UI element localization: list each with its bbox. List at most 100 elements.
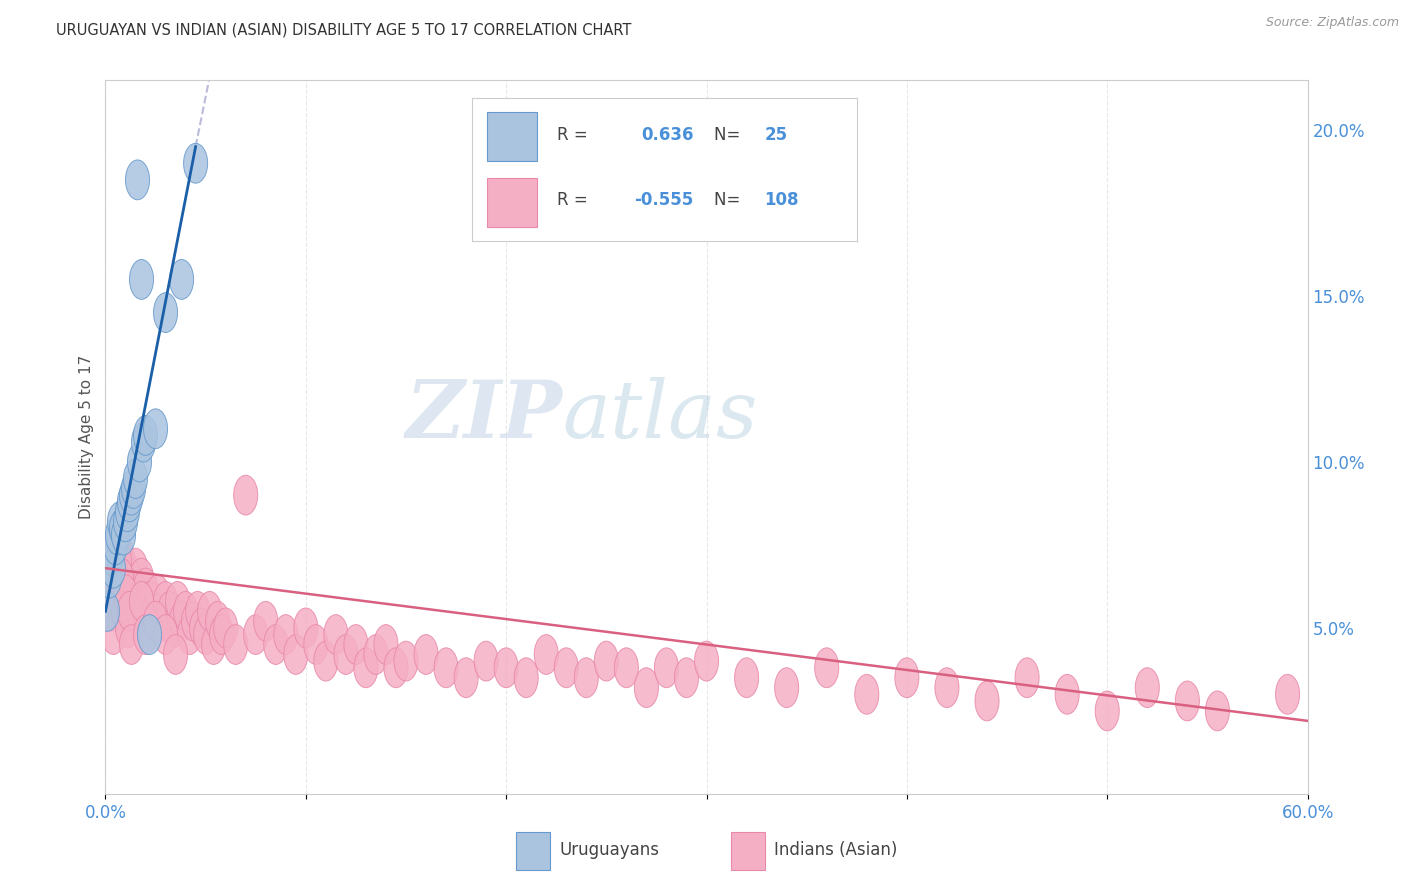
Ellipse shape bbox=[111, 591, 135, 632]
Ellipse shape bbox=[574, 657, 599, 698]
Ellipse shape bbox=[935, 668, 959, 707]
Ellipse shape bbox=[97, 535, 121, 574]
Ellipse shape bbox=[114, 568, 138, 608]
Ellipse shape bbox=[214, 608, 238, 648]
Ellipse shape bbox=[153, 615, 177, 655]
Ellipse shape bbox=[855, 674, 879, 714]
Ellipse shape bbox=[166, 582, 190, 622]
Ellipse shape bbox=[173, 591, 198, 632]
Ellipse shape bbox=[149, 601, 173, 641]
Ellipse shape bbox=[194, 615, 218, 655]
Ellipse shape bbox=[634, 668, 658, 707]
Ellipse shape bbox=[1135, 668, 1160, 707]
Ellipse shape bbox=[734, 657, 759, 698]
Ellipse shape bbox=[143, 601, 167, 641]
Ellipse shape bbox=[129, 260, 153, 300]
Ellipse shape bbox=[124, 549, 148, 588]
Ellipse shape bbox=[105, 525, 129, 565]
Ellipse shape bbox=[114, 502, 138, 541]
Ellipse shape bbox=[114, 574, 138, 615]
Ellipse shape bbox=[110, 508, 134, 549]
Ellipse shape bbox=[96, 591, 120, 632]
Ellipse shape bbox=[354, 648, 378, 688]
Ellipse shape bbox=[190, 608, 214, 648]
Ellipse shape bbox=[120, 475, 143, 515]
Ellipse shape bbox=[129, 558, 153, 598]
Ellipse shape bbox=[101, 615, 125, 655]
Ellipse shape bbox=[243, 615, 267, 655]
Ellipse shape bbox=[157, 591, 181, 632]
Ellipse shape bbox=[107, 549, 132, 588]
Ellipse shape bbox=[110, 558, 134, 598]
Ellipse shape bbox=[138, 615, 162, 655]
Text: URUGUAYAN VS INDIAN (ASIAN) DISABILITY AGE 5 TO 17 CORRELATION CHART: URUGUAYAN VS INDIAN (ASIAN) DISABILITY A… bbox=[56, 22, 631, 37]
Ellipse shape bbox=[595, 641, 619, 681]
Ellipse shape bbox=[132, 422, 156, 462]
Ellipse shape bbox=[111, 515, 135, 555]
Ellipse shape bbox=[284, 634, 308, 674]
Ellipse shape bbox=[162, 608, 186, 648]
Ellipse shape bbox=[170, 260, 194, 300]
Ellipse shape bbox=[333, 634, 359, 674]
Ellipse shape bbox=[654, 648, 679, 688]
Ellipse shape bbox=[201, 624, 225, 665]
Ellipse shape bbox=[1275, 674, 1299, 714]
Ellipse shape bbox=[105, 591, 129, 632]
Ellipse shape bbox=[118, 558, 142, 598]
Ellipse shape bbox=[107, 574, 132, 615]
Ellipse shape bbox=[304, 624, 328, 665]
Ellipse shape bbox=[675, 657, 699, 698]
Ellipse shape bbox=[695, 641, 718, 681]
Ellipse shape bbox=[434, 648, 458, 688]
Ellipse shape bbox=[125, 574, 149, 615]
Ellipse shape bbox=[96, 549, 120, 588]
Ellipse shape bbox=[454, 657, 478, 698]
Ellipse shape bbox=[111, 591, 135, 632]
Ellipse shape bbox=[205, 601, 229, 641]
Ellipse shape bbox=[1054, 674, 1080, 714]
Ellipse shape bbox=[115, 582, 139, 622]
Ellipse shape bbox=[100, 591, 124, 632]
Text: ZIP: ZIP bbox=[405, 377, 562, 454]
Ellipse shape bbox=[209, 615, 233, 655]
Ellipse shape bbox=[374, 624, 398, 665]
Ellipse shape bbox=[614, 648, 638, 688]
Ellipse shape bbox=[128, 582, 152, 622]
Ellipse shape bbox=[125, 160, 149, 200]
Ellipse shape bbox=[97, 558, 121, 598]
Ellipse shape bbox=[181, 601, 205, 641]
Ellipse shape bbox=[100, 558, 124, 598]
Text: atlas: atlas bbox=[562, 377, 758, 454]
Ellipse shape bbox=[104, 568, 128, 608]
Ellipse shape bbox=[814, 648, 839, 688]
Ellipse shape bbox=[364, 634, 388, 674]
Ellipse shape bbox=[105, 515, 129, 555]
Ellipse shape bbox=[294, 608, 318, 648]
Ellipse shape bbox=[515, 657, 538, 698]
Text: Uruguayans: Uruguayans bbox=[560, 840, 659, 859]
Ellipse shape bbox=[344, 624, 368, 665]
Ellipse shape bbox=[121, 591, 146, 632]
Ellipse shape bbox=[107, 502, 132, 541]
Ellipse shape bbox=[101, 549, 125, 588]
Ellipse shape bbox=[124, 458, 148, 499]
Ellipse shape bbox=[413, 634, 439, 674]
Ellipse shape bbox=[474, 641, 498, 681]
Ellipse shape bbox=[100, 535, 124, 574]
Ellipse shape bbox=[110, 582, 134, 622]
Ellipse shape bbox=[274, 615, 298, 655]
Ellipse shape bbox=[775, 668, 799, 707]
Ellipse shape bbox=[120, 574, 143, 615]
Ellipse shape bbox=[115, 608, 139, 648]
Ellipse shape bbox=[163, 634, 187, 674]
Ellipse shape bbox=[170, 601, 194, 641]
Ellipse shape bbox=[120, 624, 143, 665]
Ellipse shape bbox=[128, 442, 152, 482]
Ellipse shape bbox=[101, 582, 125, 622]
Ellipse shape bbox=[111, 558, 135, 598]
Ellipse shape bbox=[153, 293, 177, 333]
Text: Indians (Asian): Indians (Asian) bbox=[775, 840, 898, 859]
Ellipse shape bbox=[186, 591, 209, 632]
Ellipse shape bbox=[104, 541, 128, 582]
Ellipse shape bbox=[146, 574, 170, 615]
